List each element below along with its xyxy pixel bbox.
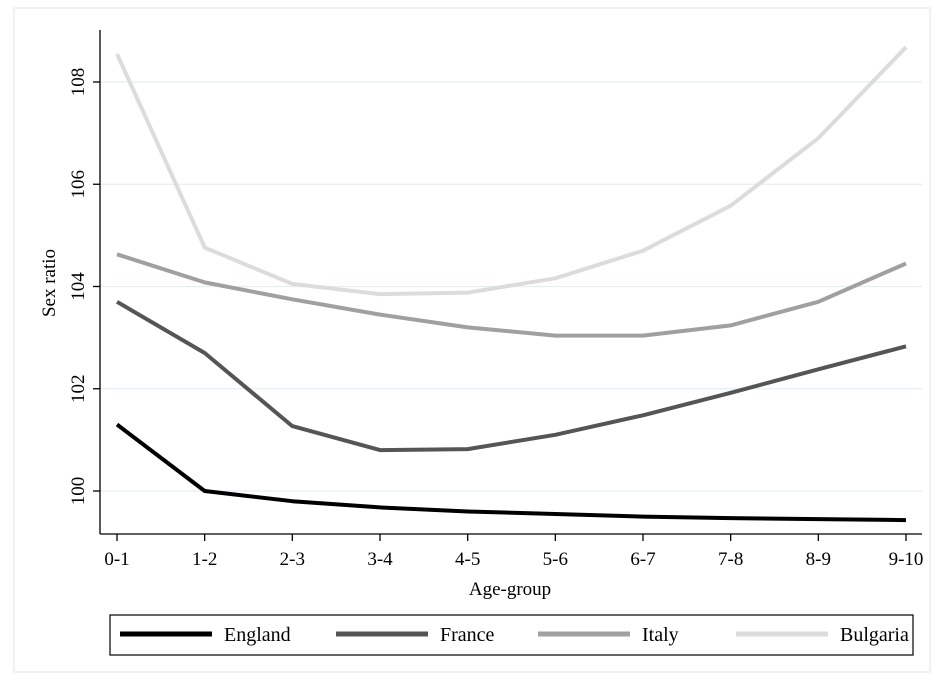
series-line-italy bbox=[116, 252, 907, 338]
axes bbox=[99, 30, 922, 535]
x-tick-label: 7-8 bbox=[718, 549, 743, 570]
y-tick-label: 102 bbox=[68, 375, 89, 404]
y-ticks: 100 102 104 106 108 bbox=[68, 68, 100, 506]
legend-label-england: England bbox=[224, 624, 291, 646]
series-line-france bbox=[115, 300, 907, 453]
legend-label-italy: Italy bbox=[642, 624, 679, 646]
y-tick-label: 100 bbox=[68, 477, 89, 506]
chart-frame bbox=[13, 7, 931, 673]
legend-items: England France Italy Bulgaria bbox=[120, 624, 909, 646]
y-axis-title: Sex ratio bbox=[39, 249, 60, 317]
x-tick-label: 8-9 bbox=[806, 549, 831, 570]
legend: England France Italy Bulgaria bbox=[109, 614, 914, 656]
x-ticks: 0-1 1-2 2-3 3-4 4-5 5-6 6-7 7-8 8-9 9-10 bbox=[104, 534, 923, 570]
legend-label-bulgaria: Bulgaria bbox=[840, 624, 909, 646]
x-tick-label: 3-4 bbox=[367, 549, 393, 570]
x-tick-label: 6-7 bbox=[630, 549, 655, 570]
x-tick-label: 9-10 bbox=[889, 549, 924, 570]
y-tick-label: 108 bbox=[68, 68, 89, 97]
series-lines bbox=[115, 45, 908, 523]
x-tick-label: 1-2 bbox=[192, 549, 217, 570]
x-axis-title: Age-group bbox=[469, 579, 551, 600]
y-tick-label: 106 bbox=[68, 170, 89, 199]
x-tick-label: 2-3 bbox=[280, 549, 305, 570]
series-line-england bbox=[115, 422, 907, 523]
x-tick-label: 0-1 bbox=[104, 549, 129, 570]
series-line-bulgaria bbox=[115, 45, 908, 297]
x-tick-label: 4-5 bbox=[455, 549, 480, 570]
legend-label-france: France bbox=[440, 624, 495, 646]
y-tick-label: 104 bbox=[68, 272, 89, 301]
x-tick-label: 5-6 bbox=[543, 549, 568, 570]
